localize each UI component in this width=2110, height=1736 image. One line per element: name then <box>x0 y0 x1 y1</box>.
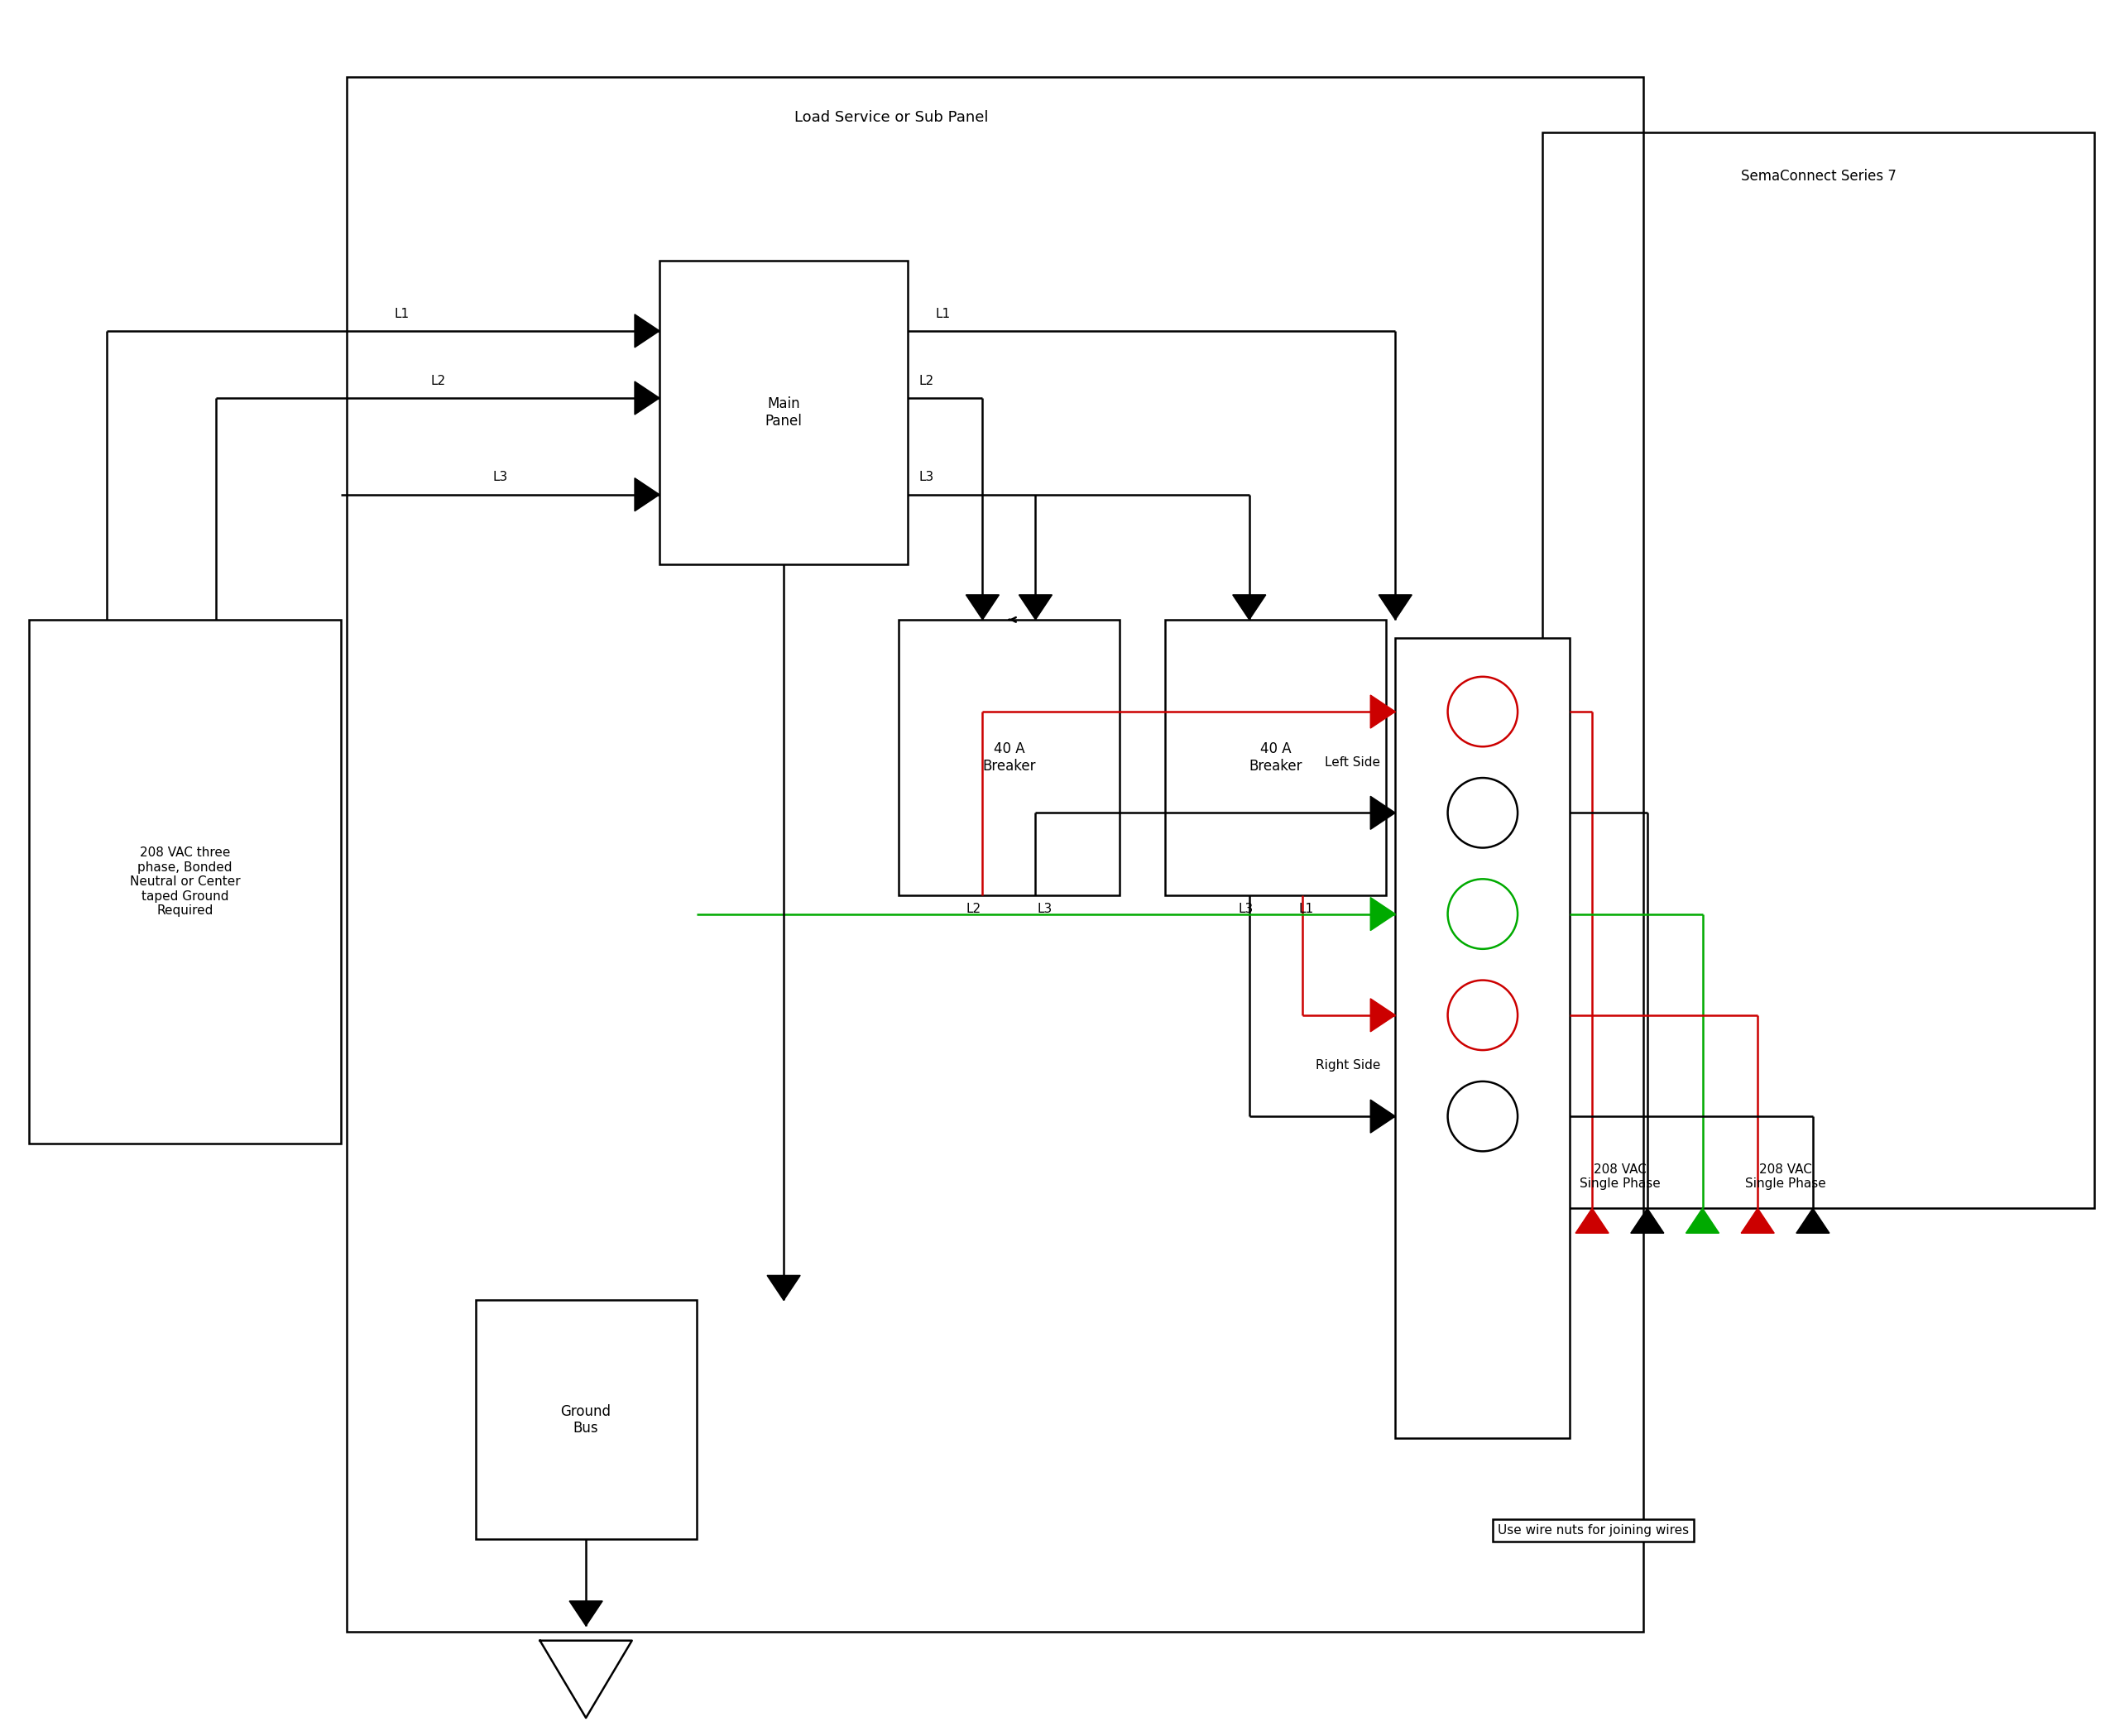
Text: L3: L3 <box>1038 903 1053 915</box>
Text: 40 A
Breaker: 40 A Breaker <box>983 741 1036 774</box>
Text: Main
Panel: Main Panel <box>766 398 802 429</box>
Text: 208 VAC three
phase, Bonded
Neutral or Center
taped Ground
Required: 208 VAC three phase, Bonded Neutral or C… <box>129 847 241 917</box>
Text: L1: L1 <box>1298 903 1312 915</box>
Bar <box>1165 620 1386 896</box>
Text: 208 VAC
Single Phase: 208 VAC Single Phase <box>1745 1163 1825 1189</box>
Bar <box>899 620 1120 896</box>
Polygon shape <box>1232 595 1266 620</box>
Bar <box>1542 132 2095 1208</box>
Polygon shape <box>635 477 660 510</box>
Polygon shape <box>635 382 660 415</box>
Bar <box>346 76 1644 1632</box>
Text: L3: L3 <box>494 470 509 484</box>
Polygon shape <box>1796 1208 1829 1233</box>
Polygon shape <box>966 595 998 620</box>
Polygon shape <box>1019 595 1053 620</box>
Text: L2: L2 <box>918 375 935 387</box>
Text: Right Side: Right Side <box>1317 1059 1380 1071</box>
Bar <box>30 620 342 1144</box>
Polygon shape <box>1372 998 1395 1031</box>
Circle shape <box>1447 677 1517 746</box>
Text: L2: L2 <box>966 903 981 915</box>
Text: L3: L3 <box>1239 903 1253 915</box>
Polygon shape <box>1372 797 1395 830</box>
Bar <box>660 260 907 564</box>
Text: Load Service or Sub Panel: Load Service or Sub Panel <box>795 109 987 125</box>
Text: L1: L1 <box>935 307 949 319</box>
Circle shape <box>1447 981 1517 1050</box>
Text: L3: L3 <box>918 470 935 484</box>
Text: SemaConnect Series 7: SemaConnect Series 7 <box>1741 168 1897 184</box>
Circle shape <box>1447 878 1517 950</box>
Polygon shape <box>768 1276 800 1300</box>
Text: 40 A
Breaker: 40 A Breaker <box>1249 741 1302 774</box>
Polygon shape <box>1631 1208 1665 1233</box>
Circle shape <box>1447 1082 1517 1151</box>
Text: Use wire nuts for joining wires: Use wire nuts for joining wires <box>1498 1524 1688 1536</box>
Polygon shape <box>635 314 660 347</box>
Text: L1: L1 <box>395 307 409 319</box>
Text: L2: L2 <box>430 375 445 387</box>
Polygon shape <box>1372 898 1395 930</box>
Bar <box>475 1300 696 1540</box>
Polygon shape <box>1372 1101 1395 1134</box>
Polygon shape <box>1686 1208 1720 1233</box>
Bar <box>1395 639 1570 1437</box>
Polygon shape <box>1372 694 1395 727</box>
Polygon shape <box>1378 595 1412 620</box>
Polygon shape <box>1576 1208 1608 1233</box>
Circle shape <box>1447 778 1517 847</box>
Text: Left Side: Left Side <box>1325 755 1380 769</box>
Text: Ground
Bus: Ground Bus <box>561 1404 612 1436</box>
Polygon shape <box>570 1601 603 1627</box>
Polygon shape <box>1741 1208 1775 1233</box>
Text: 208 VAC
Single Phase: 208 VAC Single Phase <box>1578 1163 1661 1189</box>
